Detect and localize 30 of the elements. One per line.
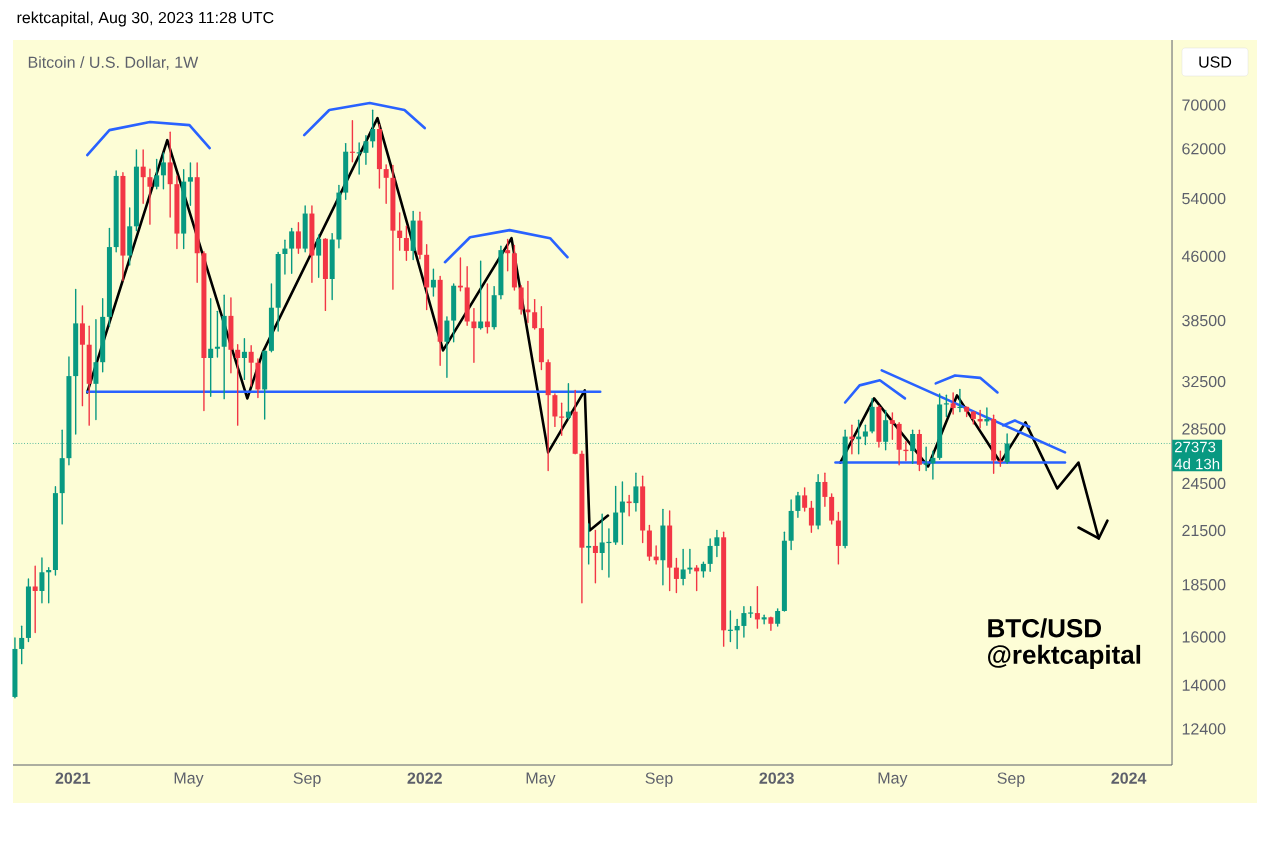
- x-tick-label: Sep: [997, 772, 1025, 787]
- y-tick-label: 38500: [1182, 314, 1226, 327]
- x-tick-label: May: [878, 772, 908, 787]
- y-tick-label: 16000: [1182, 631, 1226, 643]
- text: 4d 13h: [1174, 458, 1220, 470]
- text: USD: [1199, 56, 1232, 68]
- y-tick-label: 28500: [1182, 423, 1226, 435]
- text: Bitcoin / U.S. Dollar, 1W: [28, 56, 199, 70]
- x-tick-label: May: [526, 772, 556, 787]
- y-tick-label: 70000: [1182, 99, 1226, 111]
- annotation: @rektcapital: [988, 644, 1141, 670]
- ref-line-label: 27373: [1174, 441, 1216, 453]
- annotation: BTC/USD: [988, 618, 1101, 638]
- x-tick-label: May: [174, 772, 204, 787]
- x-tick-label: Sep: [645, 772, 673, 787]
- x-tick-label: 2022: [407, 772, 442, 784]
- y-tick-label: 32500: [1182, 375, 1226, 388]
- y-tick-label: 12400: [1182, 723, 1226, 735]
- y-tick-label: 21500: [1182, 524, 1226, 537]
- y-tick-label: 54000: [1182, 192, 1226, 205]
- x-tick-label: 2024: [1111, 772, 1147, 784]
- y-tick-label: 46000: [1181, 250, 1226, 263]
- y-tick-label: 14000: [1182, 679, 1226, 691]
- y-tick-label: 24500: [1182, 477, 1226, 490]
- x-tick-label: 2023: [759, 772, 794, 784]
- x-tick-label: 2021: [55, 772, 91, 784]
- x-tick-label: Sep: [293, 772, 321, 787]
- chart-subtitle: rektcapital, Aug 30, 2023 11:28 UTC: [17, 11, 274, 27]
- y-tick-label: 62000: [1182, 143, 1226, 155]
- y-tick-label: 18500: [1182, 579, 1226, 591]
